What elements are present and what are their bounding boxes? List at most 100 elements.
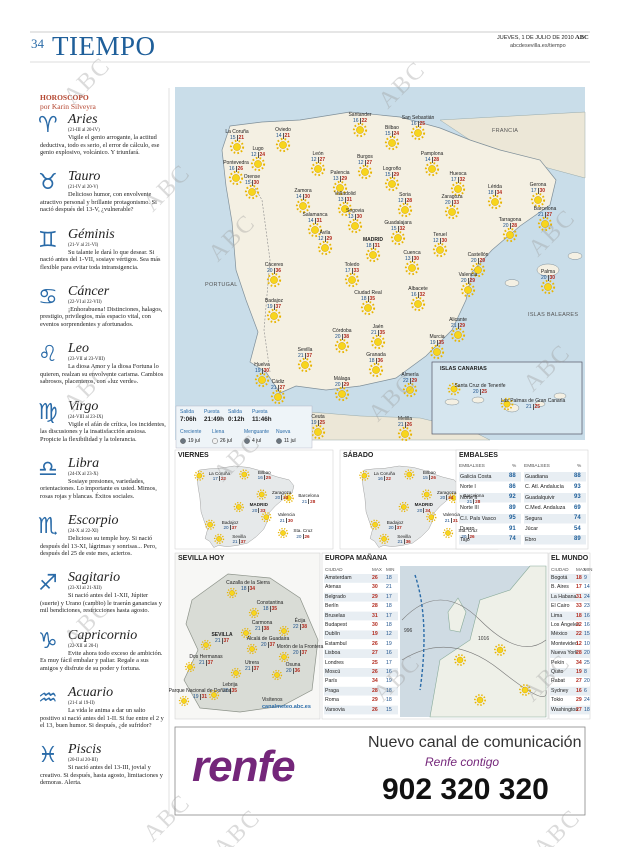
sun-icon	[279, 141, 287, 149]
max-temp: 12	[576, 640, 582, 647]
time-label: Puesta	[252, 409, 268, 415]
sun-icon	[400, 504, 407, 510]
sun-icon	[541, 220, 549, 228]
max-temp: 25	[372, 659, 378, 666]
city-name: MADRID	[363, 237, 383, 243]
sun-rays	[470, 262, 486, 278]
sun-icon	[241, 471, 248, 478]
sign-dates: (20-II al 20-III)	[68, 758, 98, 764]
table-row	[324, 639, 398, 649]
sun-icon	[321, 244, 329, 252]
city-name: Cazalla de la Sierra	[226, 580, 270, 586]
sun-icon	[394, 234, 402, 242]
max-temp: 31	[199, 694, 208, 700]
sun-rays	[178, 695, 190, 707]
table-row	[550, 630, 590, 640]
sun-icon	[474, 266, 482, 274]
city-name: Málaga	[333, 376, 351, 382]
city-name: Murcia	[429, 334, 445, 340]
max-temp: 31	[344, 197, 353, 203]
city-name: Zaragoza	[271, 489, 292, 495]
sun-icon	[216, 536, 222, 542]
reservoir-name: Ebro	[525, 536, 537, 543]
sun-rays	[368, 362, 384, 378]
max-temp: 17	[576, 584, 582, 591]
city-name: Lugo	[252, 146, 264, 152]
table-row	[550, 602, 590, 611]
sun-rays	[248, 607, 260, 619]
reservoir-name: Norte I	[460, 484, 476, 490]
min-temp: 22	[292, 624, 299, 630]
sign-dates: (22-XII al 20-I)	[68, 643, 99, 649]
city-name: Zamora	[294, 188, 312, 194]
time-value: 7:06h	[180, 416, 197, 423]
sun-icon	[381, 536, 387, 542]
city-label: Tarragona 20 28	[470, 217, 550, 229]
sun-icon	[361, 168, 369, 176]
sun-rays	[337, 201, 353, 217]
min-temp: 16	[386, 669, 392, 675]
city-name: Atenas	[325, 584, 342, 591]
min-temp: 21	[297, 353, 304, 359]
sun-icon	[491, 198, 499, 206]
table-row	[550, 696, 590, 705]
table-row	[324, 705, 398, 715]
min-temp: 21	[444, 517, 450, 523]
sun-icon	[270, 312, 278, 320]
min-temp: 15	[584, 631, 590, 638]
table-row	[324, 696, 398, 705]
city-name: La Coruña	[373, 470, 396, 476]
min-temp: 12	[397, 198, 404, 204]
city-name: Badajoz	[264, 298, 284, 304]
city-label: Valencia 21 31	[411, 512, 491, 523]
max-temp: 33	[281, 495, 289, 501]
ad-logo: renfe	[192, 742, 296, 791]
sun-icon	[406, 471, 413, 478]
max-temp: 26	[302, 533, 310, 539]
sign-dates: (24-VIII al 23-IX)	[68, 414, 104, 420]
table-row	[550, 658, 590, 668]
table-row	[459, 472, 521, 482]
sun-rays	[378, 533, 390, 545]
time-label: Salida	[180, 409, 194, 415]
min-temp: 17	[212, 476, 218, 482]
table-row	[324, 574, 398, 583]
min-temp: 17	[386, 659, 392, 666]
max-temp: 35	[436, 340, 445, 346]
max-temp: 30	[547, 275, 556, 281]
sun-icon	[203, 642, 209, 648]
min-temp: 12	[317, 236, 324, 242]
max-temp: 35	[377, 330, 386, 336]
reservoir-value: 89	[574, 536, 581, 542]
city-name: Almería	[401, 372, 419, 378]
sun-rays	[256, 489, 267, 500]
sun-rays	[307, 222, 323, 238]
sun-icon	[428, 514, 435, 520]
sun-icon	[254, 160, 262, 168]
max-temp: 18	[576, 575, 582, 581]
reservoir-value: 93	[574, 494, 581, 500]
min-temp: 21	[397, 422, 404, 428]
sun-icon	[251, 610, 257, 616]
min-temp: 14	[307, 218, 314, 224]
reservoir-value: 88	[574, 473, 581, 479]
sun-icon	[445, 530, 451, 536]
sun-rays	[365, 247, 381, 263]
city-name: Valencia	[458, 272, 478, 278]
city-name: Santander	[348, 112, 372, 118]
sun-rays	[226, 587, 238, 599]
max-temp: 25	[479, 389, 488, 395]
min-temp: 18	[584, 706, 590, 713]
city-label: Sevilla 21 36	[364, 534, 444, 545]
city-label: León 12 27	[278, 151, 358, 163]
max-temp: 25	[317, 420, 326, 426]
section-title: TIEMPO	[52, 31, 156, 61]
max-temp: 28	[431, 157, 440, 163]
max-temp: 30	[537, 188, 546, 194]
sun-rays	[494, 644, 506, 656]
sun-icon	[503, 400, 511, 408]
min-temp: 16	[386, 650, 392, 657]
city-name: Budapest	[325, 622, 347, 628]
reservoir-name: C. Atl. Andalucía	[525, 484, 564, 490]
max-temp: 37	[394, 525, 402, 531]
